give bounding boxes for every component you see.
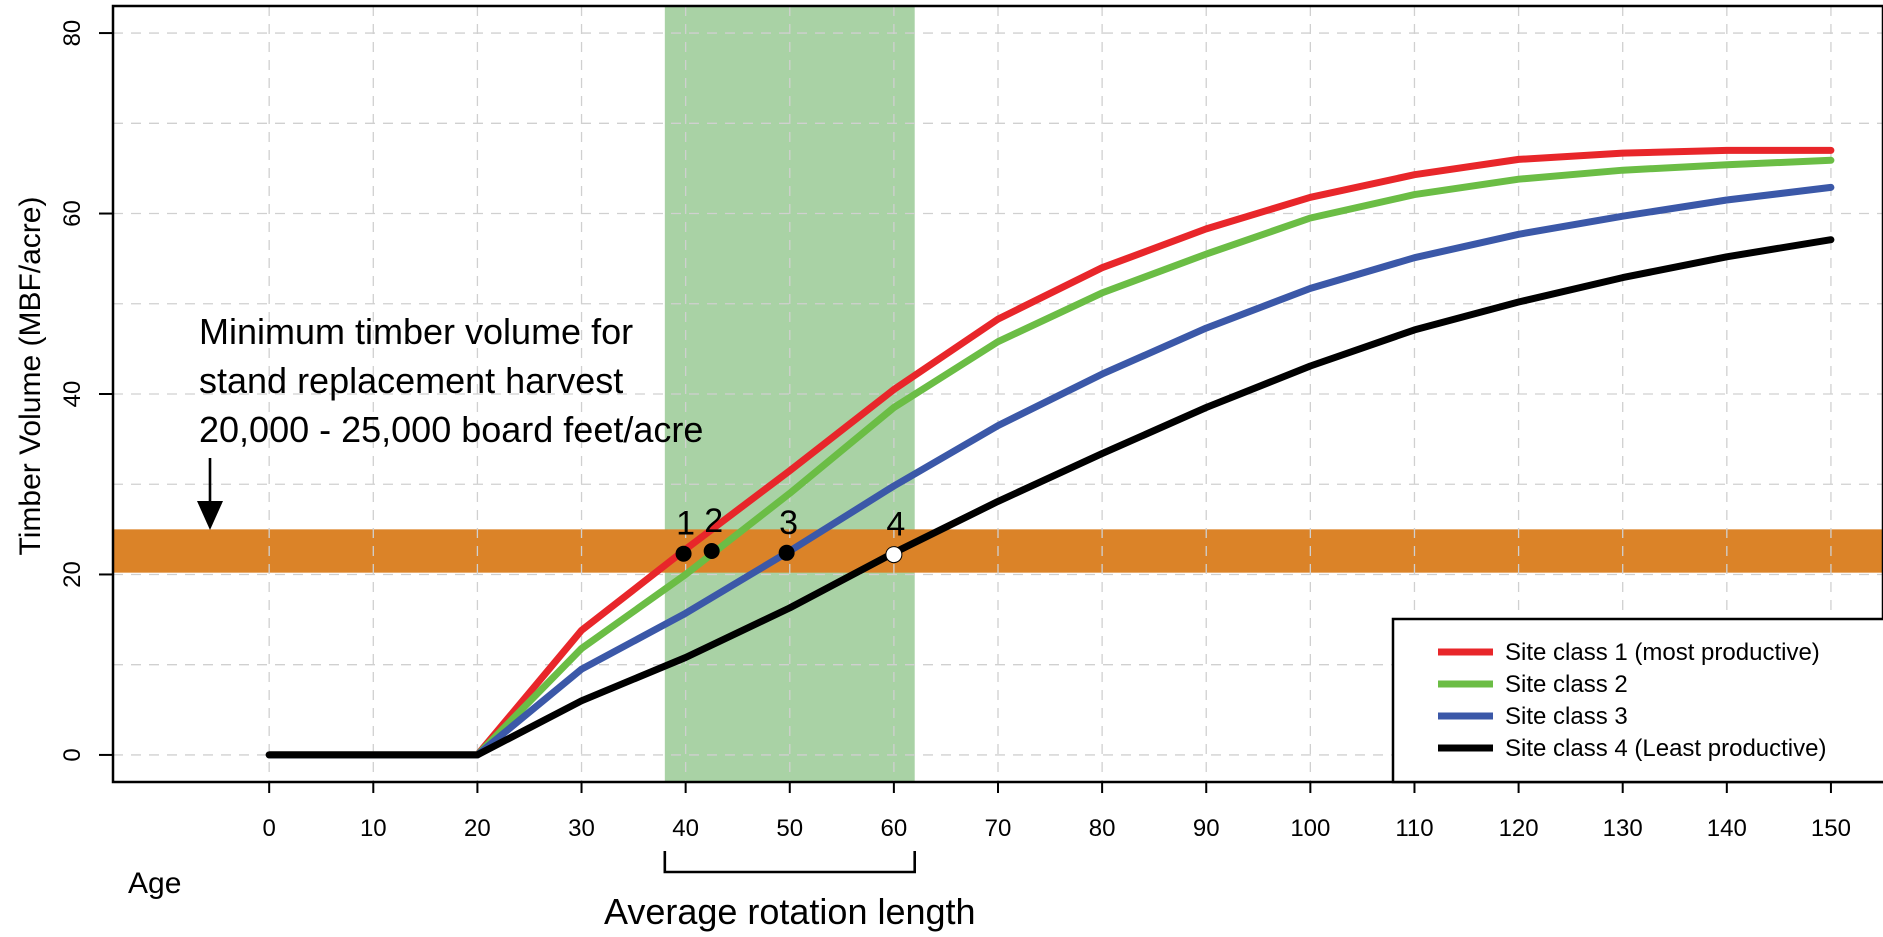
x-tick-label: 80 — [1089, 815, 1116, 842]
series-line-site-class-3 — [265, 183, 1835, 759]
x-tick-label: 90 — [1193, 815, 1220, 842]
rotation-bracket — [663, 851, 917, 874]
intersection-point-3 — [778, 544, 795, 561]
point-label-1: 1 — [676, 505, 695, 543]
annotation-layer: Minimum timber volume for stand replaceme… — [197, 311, 976, 932]
x-tick-label: 60 — [881, 815, 908, 842]
series-line-site-class-2 — [265, 156, 1835, 759]
point-label-2: 2 — [704, 502, 723, 540]
threshold-annotation-line: 20,000 - 25,000 board feet/acre — [199, 409, 703, 450]
legend-label: Site class 1 (most productive) — [1505, 639, 1820, 666]
threshold-annotation-line: Minimum timber volume for — [199, 311, 633, 352]
legend-label: Site class 2 — [1505, 671, 1628, 698]
grid-layer — [113, 6, 1883, 782]
x-tick-label: 30 — [568, 815, 595, 842]
y-tick-label: 40 — [59, 381, 86, 408]
y-axis-label: Timber Volume (MBF/acre) — [14, 197, 47, 556]
legend-label: Site class 4 (Least productive) — [1505, 735, 1826, 762]
point-label-3: 3 — [779, 504, 798, 542]
y-tick-label: 0 — [59, 748, 86, 761]
series-layer — [265, 146, 1835, 759]
threshold-annotation-line: stand replacement harvest — [199, 360, 623, 401]
rotation-length-label: Average rotation length — [604, 891, 976, 932]
y-tick-label: 60 — [59, 200, 86, 227]
x-tick-label: 70 — [985, 815, 1012, 842]
intersection-point-1 — [675, 545, 692, 562]
y-tick-label: 20 — [59, 561, 86, 588]
intersection-point-2 — [703, 543, 720, 560]
legend-label: Site class 3 — [1505, 703, 1628, 730]
x-tick-label: 10 — [360, 815, 387, 842]
y-tick-label: 80 — [59, 20, 86, 47]
threshold-arrow-head — [197, 501, 223, 530]
series-line-site-class-1 — [265, 146, 1835, 759]
x-tick-label: 150 — [1811, 815, 1851, 842]
x-tick-label: 20 — [464, 815, 491, 842]
x-axis-label: Age — [128, 867, 181, 900]
x-tick-label: 130 — [1603, 815, 1643, 842]
series-line-site-class-4 — [265, 236, 1835, 759]
x-tick-label: 140 — [1707, 815, 1747, 842]
x-tick-label: 50 — [776, 815, 803, 842]
x-tick-label: 0 — [262, 815, 275, 842]
x-tick-label: 40 — [672, 815, 699, 842]
x-tick-label: 100 — [1290, 815, 1330, 842]
legend-layer: Site class 1 (most productive) Site class… — [1391, 617, 1883, 784]
intersection-point-4 — [885, 546, 903, 564]
x-tick-label: 110 — [1395, 815, 1433, 842]
x-tick-label: 120 — [1499, 815, 1539, 842]
point-label-4: 4 — [886, 506, 905, 544]
axes-layer: 0 10 20 30 40 50 60 70 80 90 100 110 120 130 140 150020… — [14, 4, 1883, 900]
legend-box — [1391, 617, 1883, 784]
